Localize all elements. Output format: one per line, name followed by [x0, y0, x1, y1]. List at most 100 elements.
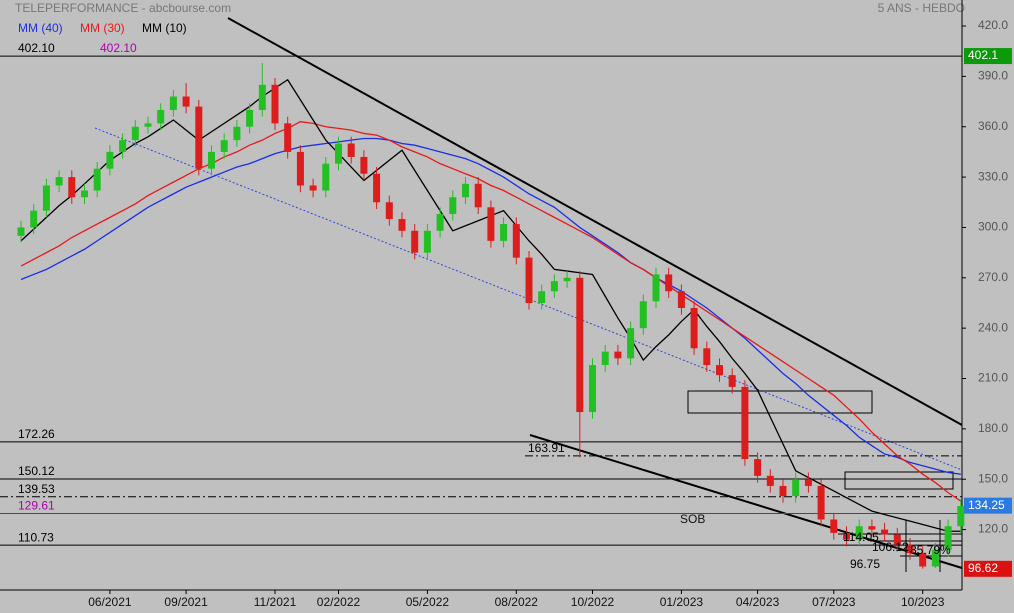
ma-line [20, 121, 962, 502]
candle-body [182, 96, 190, 107]
y-tick-label: 150.0 [978, 471, 1008, 485]
y-tick-label: 330.0 [978, 169, 1008, 183]
candle-body [500, 224, 508, 241]
trendline [529, 434, 963, 569]
candle-body [246, 109, 254, 127]
candle-body [855, 526, 863, 540]
x-tick-label: 10/2023 [901, 595, 945, 609]
x-tick-label: 09/2021 [164, 595, 208, 609]
candle-body [741, 386, 749, 460]
candle-body [843, 532, 850, 540]
candle-body [144, 123, 152, 127]
candle-body [677, 291, 685, 309]
y-tick-label: 420.0 [978, 18, 1008, 32]
chart-title: TELEPERFORMANCE - abcbourse.com [15, 1, 231, 15]
candle-body [792, 479, 800, 497]
candle-body [131, 126, 139, 141]
candle-body [258, 84, 266, 110]
candle-body [906, 544, 914, 554]
candle-body [766, 475, 774, 486]
candle-body [690, 308, 698, 349]
level-label: 139.53 [18, 482, 55, 496]
x-tick-label: 07/2023 [812, 595, 856, 609]
trendline [227, 17, 963, 426]
candle-body [436, 214, 444, 231]
level-label: 150.12 [18, 464, 55, 478]
candle-body [639, 301, 647, 329]
level-label: 402.10 [100, 41, 137, 55]
zone-box [687, 390, 873, 414]
candle-body [919, 553, 927, 567]
candle-body [703, 348, 711, 366]
chart-subtitle: 5 ANS - HEBDO [878, 1, 965, 15]
candle-body [68, 177, 76, 198]
price-tag [964, 497, 1012, 514]
candle-body [627, 328, 635, 359]
ma-line [20, 137, 961, 475]
annotation: 114.05 [843, 530, 879, 544]
legend-entry: MM (10) [142, 21, 187, 35]
candle-body [322, 163, 330, 191]
candle-body [665, 274, 673, 292]
candle-body [55, 177, 63, 186]
annotation: SOB [680, 512, 705, 526]
candle-body [360, 156, 368, 174]
candle-body [284, 123, 292, 152]
y-tick-label: 300.0 [978, 220, 1008, 234]
y-tick-label: 390.0 [978, 69, 1008, 83]
x-tick-label: 02/2022 [317, 595, 361, 609]
candle-body [893, 534, 901, 545]
candle-body [423, 230, 431, 253]
candle-body [385, 202, 393, 220]
candle-body [119, 140, 127, 152]
y-tick-label: 210.0 [978, 371, 1008, 385]
candle-body [195, 106, 203, 169]
level-label: 163.91 [528, 441, 565, 455]
candle-body [589, 365, 596, 413]
candle-body [716, 365, 723, 376]
candle-body [614, 351, 622, 359]
candle-body [474, 183, 482, 208]
candle-body [30, 210, 38, 228]
candle-body [449, 197, 457, 215]
candle-body [728, 375, 736, 387]
candle-body [271, 84, 279, 124]
candle-body [157, 109, 165, 124]
legend-entry: MM (30) [80, 21, 125, 35]
x-tick-label: 08/2022 [495, 595, 539, 609]
candle-body [487, 207, 495, 241]
annotation: 85.79% [910, 543, 951, 557]
x-tick-label: 06/2021 [88, 595, 132, 609]
candle-body [81, 190, 88, 198]
candle-body [525, 257, 533, 303]
candle-body [411, 230, 419, 253]
y-tick-label: 240.0 [978, 320, 1008, 334]
x-tick-label: 11/2021 [254, 595, 297, 609]
candle-body [17, 227, 25, 236]
level-label: 172.26 [18, 427, 55, 441]
price-tag-label: 402.1 [968, 48, 998, 62]
candle-body [779, 485, 787, 497]
candle-body [868, 526, 876, 530]
candle-body [576, 277, 584, 413]
candle-body [335, 143, 342, 164]
candle-body [233, 126, 241, 141]
candle-body [296, 151, 304, 186]
candle-body [652, 274, 660, 302]
candle-body [550, 281, 558, 292]
candle-body [398, 219, 406, 231]
candle-body [804, 479, 812, 486]
price-tag-label: 96.62 [968, 561, 998, 575]
level-label: 129.61 [18, 499, 55, 513]
candle-body [208, 151, 215, 169]
candle-body [957, 506, 965, 527]
candle-body [462, 183, 469, 198]
candle-body [830, 519, 838, 533]
level-label: 110.73 [18, 530, 54, 544]
candle-body [93, 168, 101, 191]
candle-body [754, 459, 762, 476]
candle-body [169, 96, 177, 110]
zone-box [844, 471, 954, 490]
